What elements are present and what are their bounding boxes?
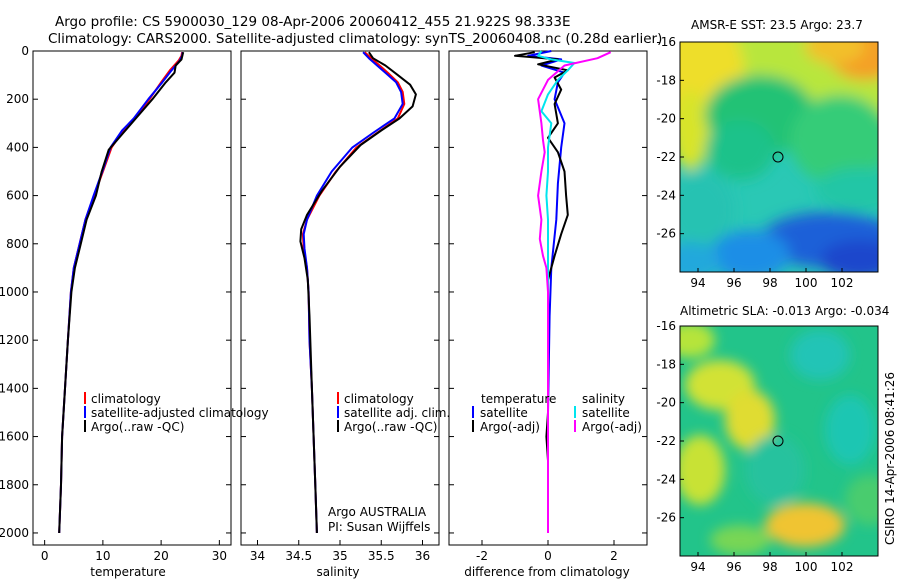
y-tick-label: 1000	[0, 285, 29, 299]
map-y-tick-label: -24	[656, 188, 676, 202]
x-tick-label: 20	[153, 549, 168, 563]
map-y-tick-label: -20	[656, 112, 676, 126]
legend-heading-salinity: salinity	[582, 392, 625, 406]
header-line-2: Climatology: CARS2000. Satellite-adjuste…	[48, 31, 662, 47]
map-y-tick-label: -24	[656, 472, 676, 486]
y-tick-label: 1800	[0, 478, 29, 492]
map-x-tick-label: 96	[726, 276, 741, 290]
map-y-tick-label: -20	[656, 396, 676, 410]
temperature-panel	[32, 50, 232, 546]
series-line-climatology	[58, 52, 184, 534]
x-tick-label: 30	[212, 549, 227, 563]
series-line-satellite-adjusted-climatology	[58, 52, 184, 534]
legend-label-sal-argo: Argo(-adj)	[582, 420, 642, 434]
map-y-tick-label: -22	[656, 434, 676, 448]
x-tick-label: 0	[41, 549, 49, 563]
difference-legend: temperature satellite Argo(-adj) salinit…	[472, 392, 642, 434]
x-tick-label: 35	[332, 549, 347, 563]
x-tick-label: 34.5	[285, 549, 312, 563]
map-y-tick-label: -22	[656, 150, 676, 164]
y-tick-label: 600	[6, 189, 29, 203]
salinity-legend: climatology satellite adj. clim. Argo(..…	[337, 392, 450, 434]
salinity-panel	[240, 50, 440, 546]
map-x-tick-label: 102	[831, 276, 854, 290]
legend-label-satellite: satellite adj. clim.	[344, 406, 450, 420]
x-tick-label: 36	[415, 549, 430, 563]
series-line-salinity-satellite	[537, 50, 576, 533]
map-x-tick-label: 94	[690, 560, 705, 574]
y-tick-label: 0	[21, 44, 29, 58]
x-tick-label: 35.5	[368, 549, 395, 563]
difference-xlabel: difference from climatology	[464, 565, 630, 579]
map-x-tick-label: 94	[690, 276, 705, 290]
x-tick-label: 10	[95, 549, 110, 563]
legend-label-climatology: climatology	[344, 392, 414, 406]
y-tick-label: 400	[6, 140, 29, 154]
x-tick-label: 34	[250, 549, 265, 563]
sst-map-field	[680, 42, 878, 272]
sla-map-field	[680, 326, 878, 556]
y-tick-label: 1200	[0, 333, 29, 347]
y-tick-label: 200	[6, 92, 29, 106]
profile-lines	[58, 50, 612, 534]
map-y-tick-label: -16	[656, 35, 676, 49]
map-axis-ticks: 94 96 98 100 102 -16 -18 -20 -22 -24 -26 94 96 98 100 1…	[656, 35, 853, 574]
legend-label-sal-satellite: satellite	[582, 406, 630, 420]
map-x-tick-label: 100	[795, 276, 818, 290]
temperature-xlabel: temperature	[90, 565, 165, 579]
legend-label-temp-satellite: satellite	[480, 406, 528, 420]
map-x-tick-label: 100	[795, 560, 818, 574]
map-x-tick-label: 102	[831, 560, 854, 574]
series-line-argo-raw-qc-	[58, 51, 185, 534]
side-timestamp: CSIRO 14-Apr-2006 08:41:26	[883, 372, 897, 545]
series-line-temperature-satellite	[527, 50, 566, 533]
salinity-xlabel: salinity	[316, 565, 359, 579]
sst-map-title: AMSR-E SST: 23.5 Argo: 23.7	[691, 18, 863, 32]
map-y-tick-label: -26	[656, 227, 676, 241]
x-tick-label: 0	[544, 549, 552, 563]
temperature-legend: climatology satellite-adjusted climatolo…	[84, 392, 269, 434]
legend-label-argo: Argo(..raw -QC)	[344, 420, 437, 434]
legend-heading-temperature: temperature	[481, 392, 556, 406]
sla-map-title: Altimetric SLA: -0.013 Argo: -0.034	[680, 304, 889, 318]
salinity-annotation-line-2: PI: Susan Wijffels	[328, 520, 430, 534]
y-tick-label: 2000	[0, 526, 29, 540]
y-tick-label: 1400	[0, 381, 29, 395]
legend-label-climatology: climatology	[91, 392, 161, 406]
series-line-argo-raw-qc-	[299, 51, 417, 534]
legend-label-satellite: satellite-adjusted climatology	[91, 406, 269, 420]
legend-label-temp-argo: Argo(-adj)	[480, 420, 540, 434]
legend-label-argo: Argo(..raw -QC)	[91, 420, 184, 434]
y-tick-label: 800	[6, 237, 29, 251]
axis-ticks: 0 10 20 30020040060080010001200140016001800…	[0, 44, 647, 563]
sst-argo-marker	[772, 151, 784, 163]
x-tick-label: -2	[476, 549, 488, 563]
map-y-tick-label: -18	[656, 73, 676, 87]
map-x-tick-label: 98	[762, 276, 777, 290]
header-line-1: Argo profile: CS 5900030_129 08-Apr-2006…	[55, 14, 571, 30]
map-x-tick-label: 98	[762, 560, 777, 574]
salinity-annotation-line-1: Argo AUSTRALIA	[328, 505, 427, 519]
x-tick-label: 2	[610, 549, 618, 563]
series-line-salinity-argo-adj-	[537, 51, 612, 533]
map-y-tick-label: -26	[656, 511, 676, 525]
sla-argo-marker	[772, 435, 784, 447]
y-tick-label: 1600	[0, 430, 29, 444]
map-x-tick-label: 96	[726, 560, 741, 574]
map-y-tick-label: -16	[656, 319, 676, 333]
map-y-tick-label: -18	[656, 357, 676, 371]
